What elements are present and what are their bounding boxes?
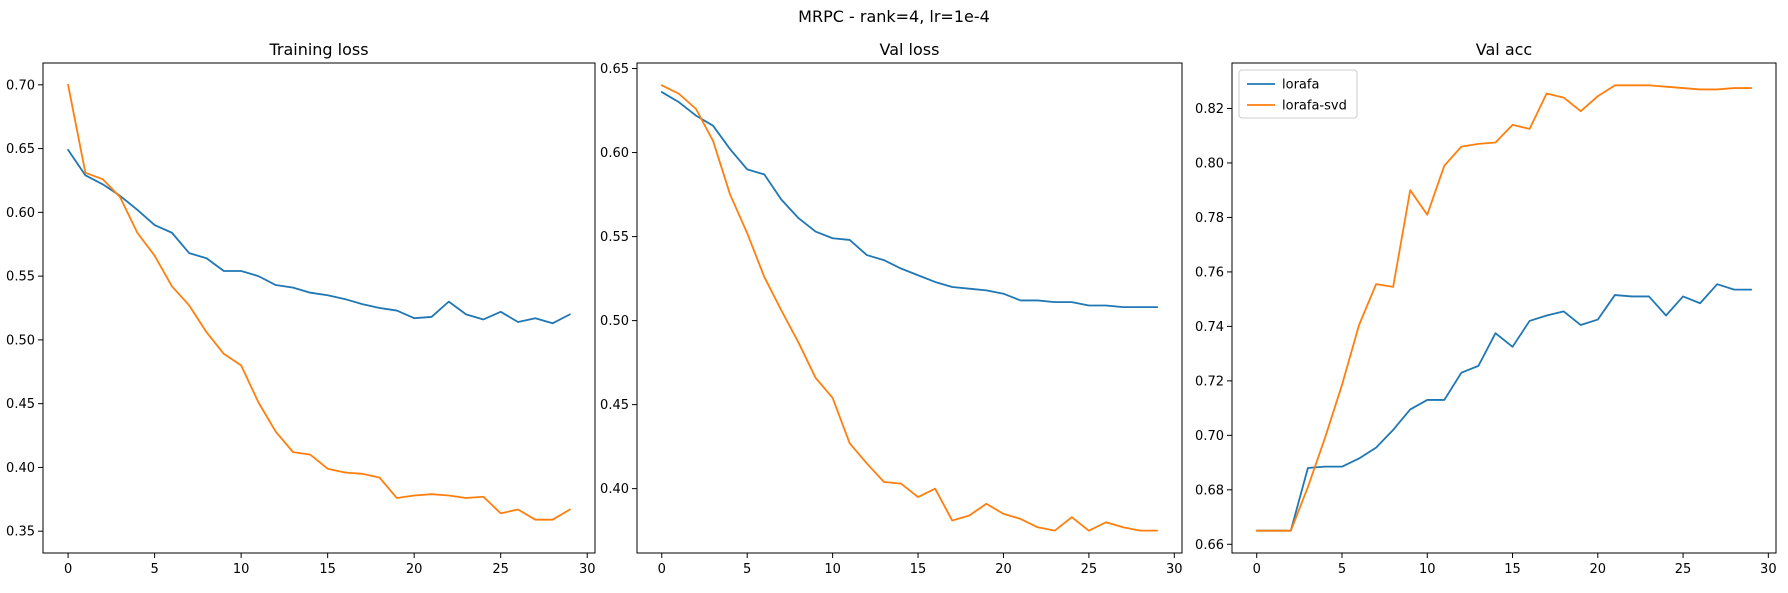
y-tick-label: 0.60: [6, 206, 35, 221]
x-tick-label: 30: [1166, 562, 1183, 577]
series-line-lorafa: [67, 148, 571, 325]
x-tick-label: 10: [233, 562, 250, 577]
x-tick-label: 5: [150, 562, 158, 577]
y-tick-label: 0.45: [6, 397, 35, 412]
x-tick-label: 15: [1504, 562, 1521, 577]
axes-frame: [636, 62, 1183, 554]
legend-label-lorafa: lorafa: [1282, 78, 1319, 93]
x-tick-label: 10: [1419, 562, 1436, 577]
series-line-lorafa: [1255, 283, 1753, 532]
x-tick-label: 25: [1675, 562, 1692, 577]
y-tick-label: 0.60: [600, 146, 629, 161]
y-tick-label: 0.68: [1195, 483, 1224, 498]
x-tick-label: 25: [492, 562, 509, 577]
series-line-lorafa-svd: [1255, 84, 1753, 532]
y-tick-label: 0.82: [1195, 102, 1224, 117]
y-tick-label: 0.40: [6, 461, 35, 476]
legend: lorafa lorafa-svd: [1238, 69, 1358, 119]
subplot-3: Val acc 0 5 10 15 20 25 30 0.66 0.68 0.70 0.72 0.74 0…: [1195, 40, 1777, 577]
y-tick-label: 0.78: [1195, 211, 1224, 226]
subplot-title: Training loss: [268, 40, 368, 59]
y-tick-label: 0.76: [1195, 265, 1224, 280]
x-tick-label: 5: [743, 562, 751, 577]
legend-label-lorafa-svd: lorafa-svd: [1282, 99, 1347, 114]
legend-box: [1238, 69, 1358, 119]
series-line-lorafa: [660, 91, 1159, 309]
y-tick-label: 0.70: [1195, 429, 1224, 444]
x-tick-label: 30: [1760, 562, 1777, 577]
y-tick-label: 0.65: [6, 142, 35, 157]
subplot-title: Val acc: [1476, 40, 1532, 59]
x-tick-label: 20: [995, 562, 1012, 577]
y-tick-label: 0.65: [600, 62, 629, 77]
y-tick-label: 0.40: [600, 482, 629, 497]
figure-title: MRPC - rank=4, lr=1e-4: [798, 7, 990, 26]
x-tick-label: 0: [64, 562, 72, 577]
subplot-title: Val loss: [880, 40, 940, 59]
subplots: Training loss 0 5 10 15 20 25 30 0.35 0.40 0.45 0.5…: [6, 40, 1777, 577]
axes-frame: [42, 62, 596, 554]
x-tick-label: 20: [1590, 562, 1607, 577]
y-tick-label: 0.50: [600, 314, 629, 329]
y-tick-label: 0.55: [600, 230, 629, 245]
y-tick-label: 0.66: [1195, 538, 1224, 553]
subplot-1: Training loss 0 5 10 15 20 25 30 0.35 0.40 0.45 0.5…: [6, 40, 596, 577]
series-line-lorafa-svd: [67, 83, 571, 521]
y-tick-label: 0.35: [6, 525, 35, 540]
series-line-lorafa-svd: [660, 84, 1159, 532]
y-tick-label: 0.45: [600, 398, 629, 413]
x-tick-label: 15: [910, 562, 927, 577]
x-tick-label: 15: [319, 562, 336, 577]
x-tick-label: 20: [406, 562, 423, 577]
x-tick-label: 25: [1081, 562, 1098, 577]
y-tick-label: 0.80: [1195, 156, 1224, 171]
subplot-2: Val loss 0 5 10 15 20 25 30 0.40 0.45 0.50 0.55 0.60…: [600, 40, 1183, 577]
x-tick-label: 10: [824, 562, 841, 577]
x-tick-label: 30: [579, 562, 596, 577]
y-tick-label: 0.50: [6, 333, 35, 348]
x-tick-label: 0: [1253, 562, 1261, 577]
x-tick-label: 5: [1338, 562, 1346, 577]
x-tick-label: 0: [658, 562, 666, 577]
y-tick-label: 0.74: [1195, 320, 1224, 335]
y-tick-label: 0.55: [6, 270, 35, 285]
y-tick-label: 0.70: [6, 78, 35, 93]
axes-frame: [1231, 62, 1777, 554]
y-tick-label: 0.72: [1195, 374, 1224, 389]
